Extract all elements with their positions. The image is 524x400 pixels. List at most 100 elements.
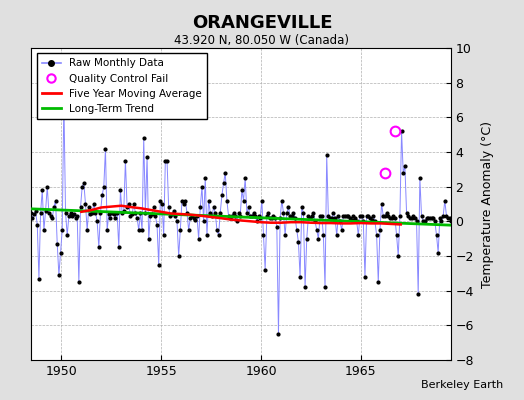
Point	[224, 213, 233, 219]
Point	[314, 236, 323, 242]
Point	[78, 184, 86, 190]
Point	[373, 232, 381, 238]
Point	[249, 210, 258, 216]
Point	[339, 213, 347, 219]
Point	[279, 210, 288, 216]
Point	[111, 215, 119, 221]
Point	[291, 215, 299, 221]
Point	[442, 213, 451, 219]
Point	[444, 215, 452, 221]
Point	[396, 213, 404, 219]
Point	[292, 227, 301, 233]
Point	[337, 227, 346, 233]
Point	[449, 213, 457, 219]
Point	[359, 218, 367, 224]
Point	[301, 284, 309, 290]
Point	[336, 218, 344, 224]
Point	[344, 213, 353, 219]
Point	[48, 215, 57, 221]
Point	[163, 158, 171, 164]
Point	[125, 201, 133, 207]
Point	[115, 244, 123, 250]
Point	[90, 201, 98, 207]
Point	[241, 175, 249, 181]
Point	[213, 227, 221, 233]
Point	[357, 213, 366, 219]
Point	[203, 232, 211, 238]
Point	[81, 201, 90, 207]
Point	[306, 215, 314, 221]
Point	[158, 201, 166, 207]
Point	[153, 222, 161, 228]
Text: 43.920 N, 80.050 W (Canada): 43.920 N, 80.050 W (Canada)	[174, 34, 350, 47]
Point	[264, 210, 272, 216]
Point	[206, 210, 214, 216]
Point	[23, 232, 31, 238]
Point	[201, 175, 210, 181]
Point	[196, 204, 204, 211]
Point	[328, 215, 336, 221]
Point	[166, 213, 174, 219]
Point	[145, 236, 153, 242]
Point	[18, 192, 27, 198]
Point	[128, 211, 136, 218]
Point	[123, 204, 132, 211]
Point	[401, 163, 409, 169]
Text: Berkeley Earth: Berkeley Earth	[421, 380, 503, 390]
Point	[324, 213, 333, 219]
Point	[271, 215, 279, 221]
Point	[272, 223, 281, 230]
Point	[200, 218, 208, 224]
Point	[211, 210, 220, 216]
Point	[417, 213, 425, 219]
Point	[136, 210, 145, 216]
Point	[171, 213, 180, 219]
Point	[105, 211, 113, 218]
Point	[266, 215, 275, 221]
Point	[148, 211, 156, 218]
Point	[155, 262, 163, 268]
Point	[435, 215, 444, 221]
Point	[83, 227, 91, 233]
Point	[379, 213, 387, 219]
Point	[178, 197, 186, 204]
Point	[366, 215, 374, 221]
Point	[251, 213, 259, 219]
Point	[402, 210, 411, 216]
Point	[369, 213, 377, 219]
Point	[304, 213, 313, 219]
Point	[96, 210, 105, 216]
Point	[54, 272, 63, 278]
Point	[30, 211, 38, 218]
Point	[216, 210, 224, 216]
Point	[31, 208, 40, 214]
Point	[254, 213, 263, 219]
Point	[289, 210, 298, 216]
Point	[263, 213, 271, 219]
Point	[246, 213, 254, 219]
Point	[302, 236, 311, 242]
Point	[135, 227, 143, 233]
Point	[64, 213, 73, 219]
Point	[399, 170, 408, 176]
Point	[208, 213, 216, 219]
Point	[41, 208, 50, 214]
Point	[51, 197, 60, 204]
Point	[46, 213, 54, 219]
Point	[452, 218, 461, 224]
Point	[269, 213, 278, 219]
Point	[367, 216, 376, 223]
Point	[116, 187, 125, 193]
Point	[68, 213, 77, 219]
Point	[186, 215, 194, 221]
Point	[392, 232, 401, 238]
Point	[281, 232, 289, 238]
Point	[416, 175, 424, 181]
Point	[394, 253, 402, 259]
Point	[429, 215, 438, 221]
Point	[341, 213, 349, 219]
Point	[409, 213, 418, 219]
Point	[323, 152, 331, 159]
Point	[238, 187, 246, 193]
Point	[40, 227, 48, 233]
